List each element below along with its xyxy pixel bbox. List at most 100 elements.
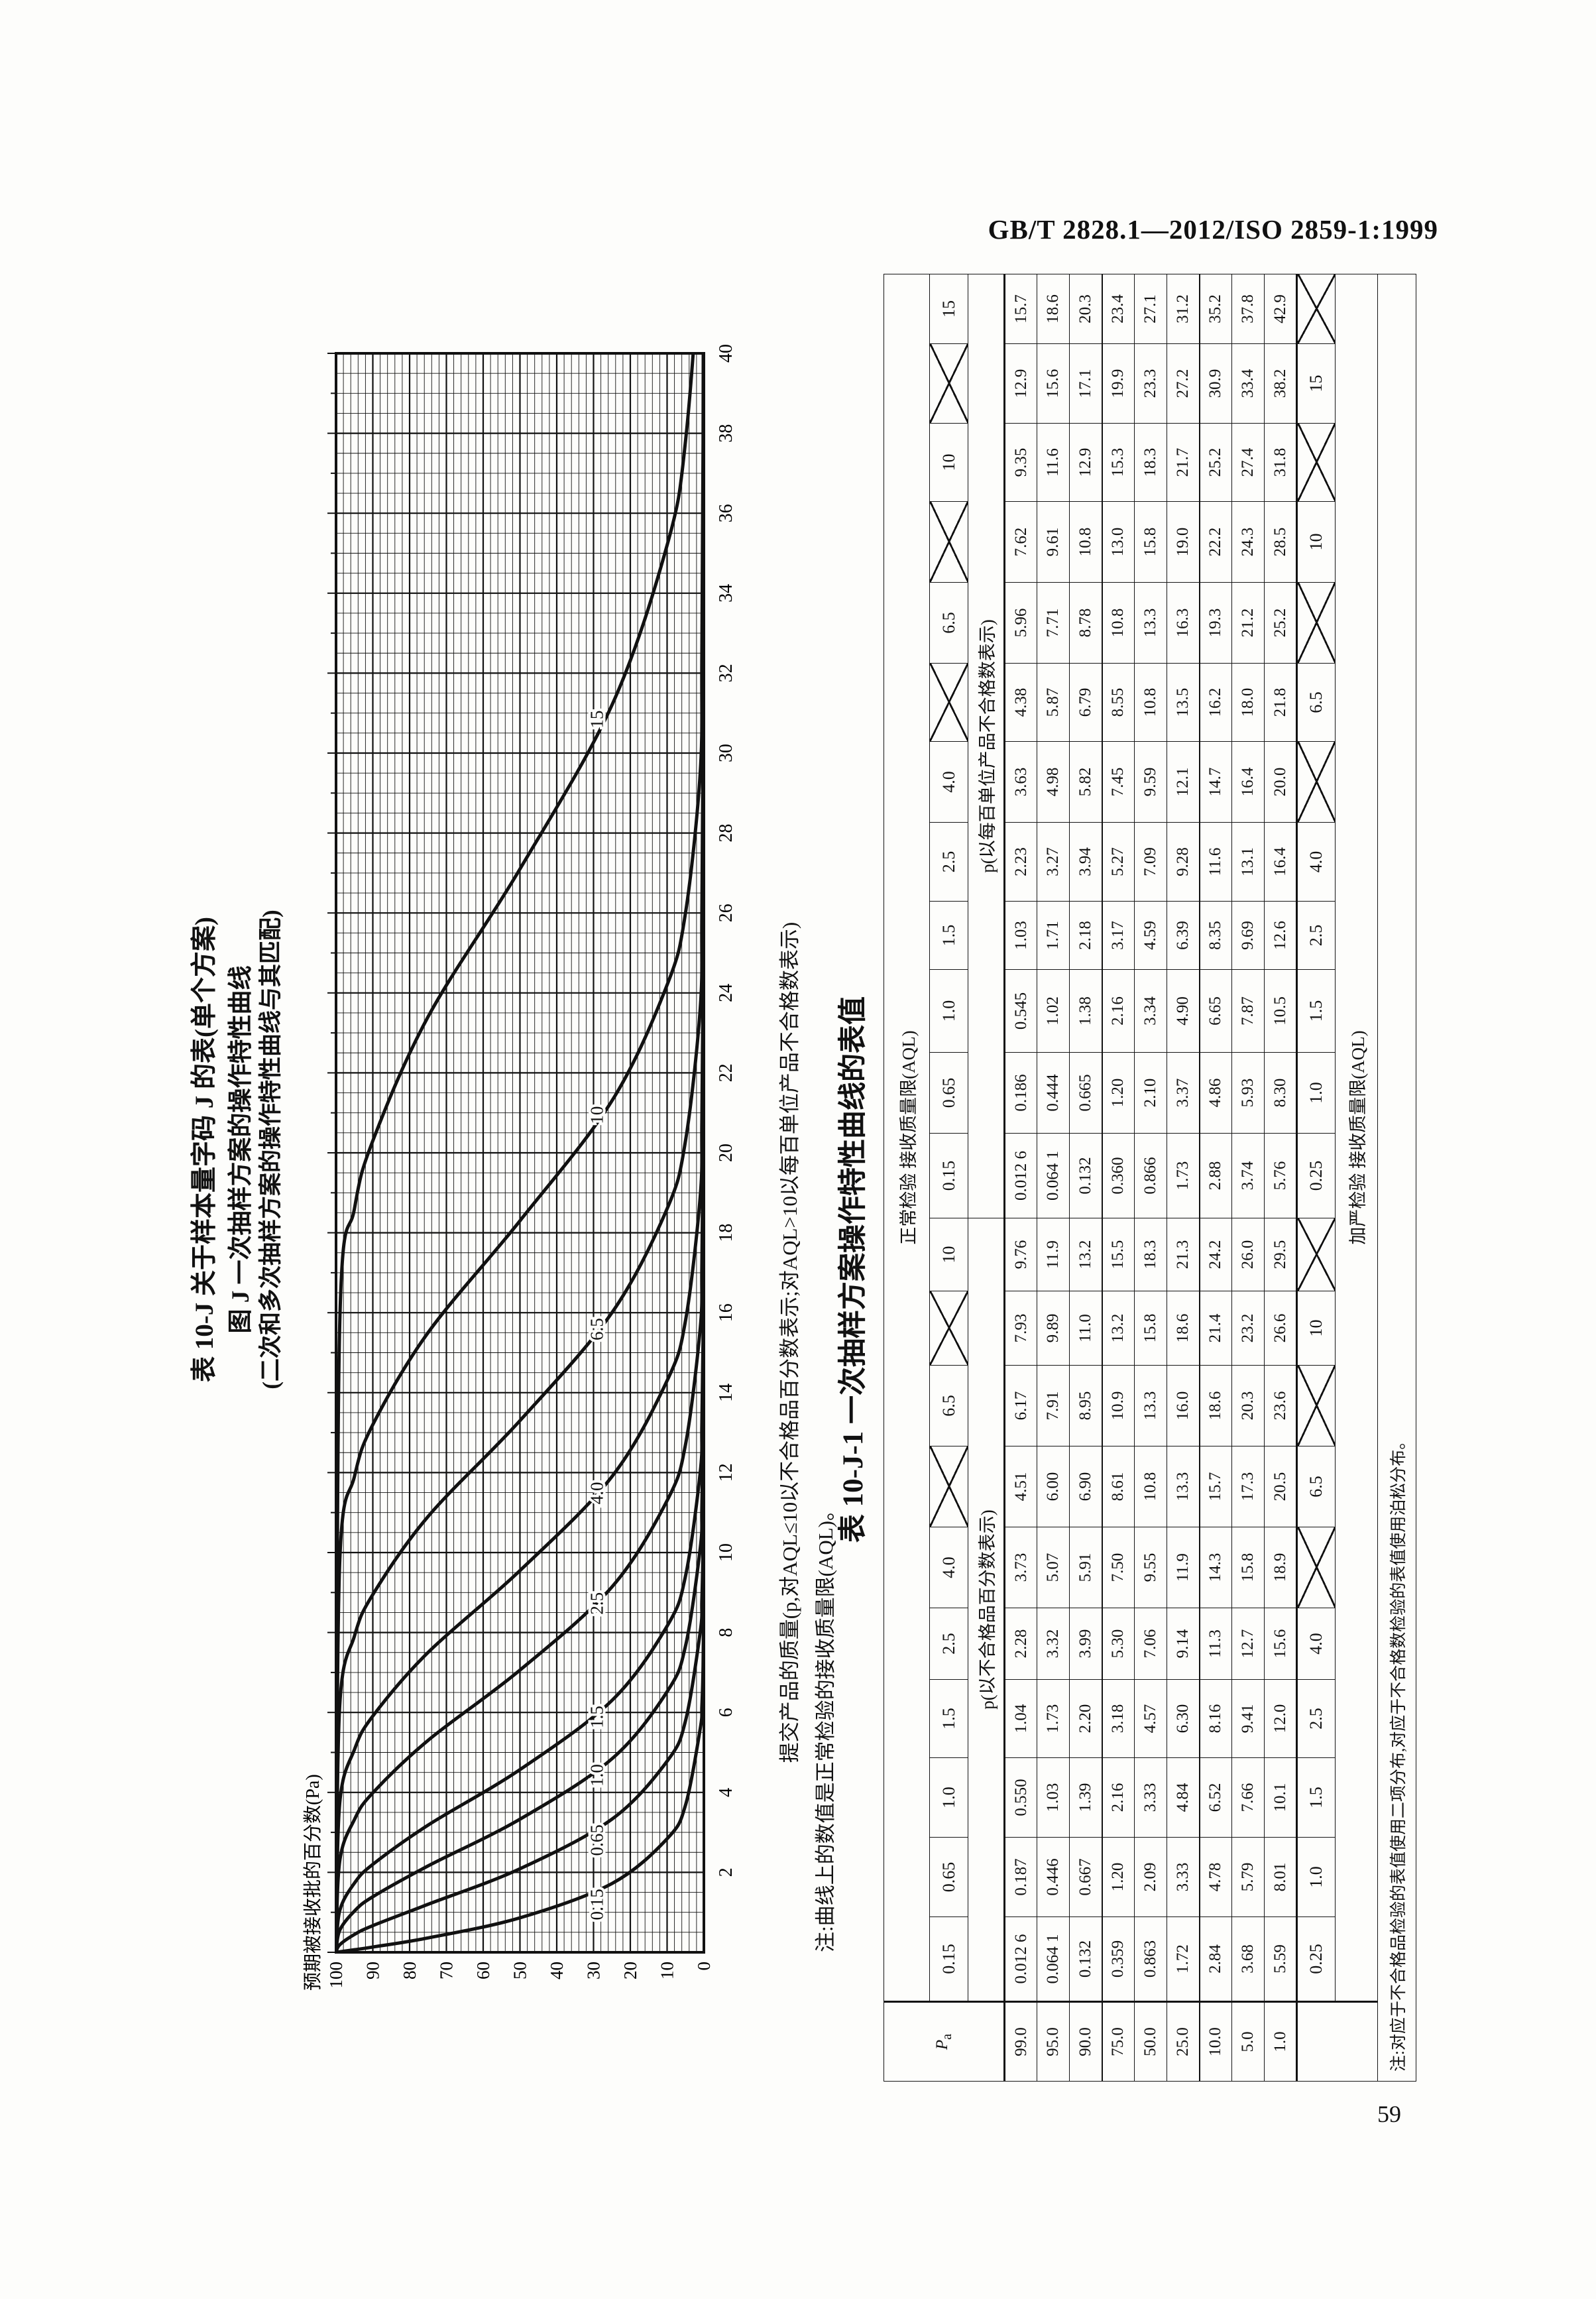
- data-cell: 11.9: [1037, 1218, 1070, 1291]
- normal-aql-cell: 1.5: [929, 1679, 968, 1758]
- normal-aql-cell: 4.0: [929, 1527, 968, 1608]
- data-cell: 4.84: [1167, 1757, 1200, 1838]
- normal-aql-cell: 1.0: [929, 969, 968, 1053]
- data-cell: 22.2: [1199, 501, 1232, 583]
- data-cell: 23.6: [1264, 1365, 1297, 1446]
- data-cell: 18.9: [1264, 1527, 1297, 1608]
- data-cell: 1.73: [1037, 1679, 1070, 1758]
- data-cell: 9.89: [1037, 1291, 1070, 1366]
- y-axis-label: 预期被接收批的百分数(Pa): [302, 1774, 323, 1991]
- x-tick-label: 22: [716, 1063, 736, 1082]
- data-cell: 14.7: [1199, 741, 1232, 823]
- y-tick-label: 30: [584, 1962, 604, 1979]
- data-cell: 9.69: [1231, 901, 1265, 970]
- x-tick-label: 18: [716, 1224, 736, 1242]
- data-cell: 9.35: [1004, 423, 1037, 502]
- data-cell: 4.90: [1167, 969, 1200, 1053]
- figure-title-line2: 图 J 一次抽样方案的操作特性曲线: [227, 965, 255, 1334]
- data-cell: 3.37: [1167, 1052, 1200, 1134]
- data-cell: 1.38: [1069, 969, 1102, 1053]
- data-cell: 18.6: [1037, 274, 1070, 344]
- data-cell: 2.23: [1004, 822, 1037, 902]
- x-tick-label: 24: [716, 984, 736, 1002]
- data-cell: 5.07: [1037, 1527, 1070, 1608]
- data-cell: 8.30: [1264, 1052, 1297, 1134]
- data-cell: 0.132: [1069, 1916, 1102, 2002]
- pa-value-cell: 99.0: [1004, 2001, 1037, 2082]
- tightened-aql-cell: 0.25: [1296, 1133, 1336, 1218]
- normal-aql-cell: 2.5: [929, 1608, 968, 1680]
- data-cell: 33.4: [1231, 343, 1265, 424]
- data-cell: 15.8: [1231, 1527, 1265, 1608]
- data-cell: 9.76: [1004, 1218, 1037, 1291]
- data-cell: 16.3: [1167, 582, 1200, 664]
- y-tick-label: 60: [473, 1962, 493, 1979]
- data-cell: 21.4: [1199, 1291, 1232, 1366]
- data-cell: 6.65: [1199, 969, 1232, 1053]
- tightened-aql-cell: 1.5: [1296, 969, 1336, 1053]
- data-cell: 16.0: [1167, 1365, 1200, 1446]
- per-hundred-units-group-label: p(以每百单位产品不合格数表示): [968, 274, 1005, 1218]
- x-tick-label: 4: [716, 1788, 736, 1797]
- data-cell: 5.82: [1069, 741, 1102, 823]
- data-cell: 5.30: [1102, 1608, 1135, 1680]
- data-cell: 6.79: [1069, 663, 1102, 742]
- data-cell: 0.360: [1102, 1133, 1135, 1218]
- data-cell: 5.96: [1004, 582, 1037, 664]
- oc-curve-aql-10: [336, 353, 704, 1952]
- curve-label-aql-1.0: 1.0: [587, 1764, 606, 1787]
- y-tick-label: 40: [547, 1962, 567, 1979]
- data-cell: 20.3: [1069, 274, 1102, 344]
- data-cell: 0.187: [1004, 1837, 1037, 1917]
- pa-value-cell: 10.0: [1199, 2001, 1232, 2082]
- data-cell: 2.16: [1102, 1757, 1135, 1838]
- normal-aql-cell: 0.65: [929, 1837, 968, 1917]
- data-cell: 15.7: [1004, 274, 1037, 344]
- crossed-aql-cell: [1296, 1527, 1336, 1608]
- pa-value-cell: 90.0: [1069, 2001, 1102, 2082]
- data-cell: 6.52: [1199, 1757, 1232, 1838]
- data-cell: 5.76: [1264, 1133, 1297, 1218]
- data-cell: 0.012 6: [1004, 1916, 1037, 2002]
- data-cell: 10.8: [1134, 663, 1167, 742]
- data-cell: 38.2: [1264, 343, 1297, 424]
- oc-curve-aql-0.15: [336, 1606, 704, 1952]
- data-cell: 4.86: [1199, 1052, 1232, 1134]
- data-cell: 0.545: [1004, 969, 1037, 1053]
- data-cell: 3.33: [1167, 1837, 1200, 1917]
- data-cell: 5.59: [1264, 1916, 1297, 2002]
- data-cell: 11.0: [1069, 1291, 1102, 1366]
- y-tick-label: 100: [326, 1962, 346, 1989]
- data-cell: 23.4: [1102, 274, 1135, 344]
- pa-corner-cell: Pa: [883, 2001, 1005, 2082]
- curve-label-aql-6.5: 6.5: [587, 1318, 606, 1340]
- data-cell: 17.1: [1069, 343, 1102, 424]
- data-cell: 11.6: [1199, 822, 1232, 902]
- crossed-aql-cell: [929, 663, 968, 742]
- data-cell: 12.9: [1069, 423, 1102, 502]
- y-tick-label: 50: [510, 1962, 530, 1979]
- data-cell: 24.3: [1231, 501, 1265, 583]
- data-cell: 4.57: [1134, 1679, 1167, 1758]
- data-cell: 5.87: [1037, 663, 1070, 742]
- tightened-aql-cell: 10: [1296, 501, 1336, 583]
- y-tick-label: 80: [400, 1962, 420, 1979]
- normal-aql-cell: 10: [929, 423, 968, 502]
- data-cell: 15.5: [1102, 1218, 1135, 1291]
- normal-aql-cell: 0.15: [929, 1916, 968, 2002]
- y-tick-label: 10: [657, 1962, 677, 1979]
- tightened-aql-cell: 1.0: [1296, 1837, 1336, 1917]
- data-cell: 5.93: [1231, 1052, 1265, 1134]
- data-cell: 20.5: [1264, 1446, 1297, 1527]
- data-cell: 16.4: [1264, 822, 1297, 902]
- table-note: 注:对应于不合格品检验的表值使用二项分布,对应于不合格数检验的表值使用泊松分布。: [1377, 274, 1416, 2082]
- data-cell: 26.6: [1264, 1291, 1297, 1366]
- chart-x-axis-caption: 提交产品的质量(p,对AQL≤10以不合格品百分数表示;对AQL>10以每百单位…: [778, 921, 801, 1763]
- normal-aql-cell: 0.15: [929, 1133, 968, 1218]
- pa-value-cell: 50.0: [1134, 2001, 1167, 2082]
- curve-label-aql-15: 15: [587, 711, 606, 729]
- curve-label-aql-0.15: 0.15: [587, 1889, 606, 1920]
- data-cell: 13.3: [1167, 1446, 1200, 1527]
- data-cell: 30.9: [1199, 343, 1232, 424]
- data-cell: 1.03: [1004, 901, 1037, 970]
